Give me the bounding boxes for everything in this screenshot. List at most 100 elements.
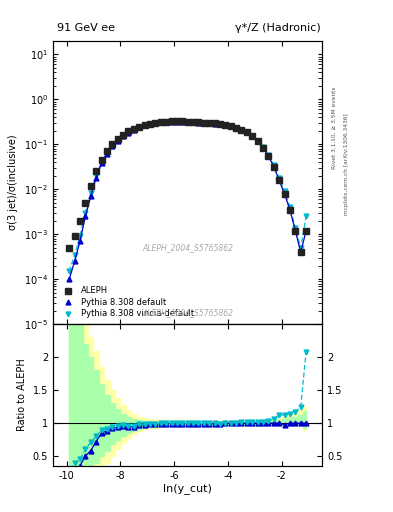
Pythia 8.308 default: [228, 123, 233, 129]
ALEPH: [202, 120, 206, 126]
Pythia 8.308 vincia-default: [137, 124, 141, 130]
Text: ALEPH_2004_S5765862: ALEPH_2004_S5765862: [142, 308, 233, 317]
Text: γ*/Z (Hadronic): γ*/Z (Hadronic): [235, 23, 320, 33]
Pythia 8.308 default: [169, 118, 174, 124]
Pythia 8.308 vincia-default: [169, 118, 174, 124]
Pythia 8.308 default: [78, 238, 83, 244]
Pythia 8.308 vincia-default: [153, 120, 158, 126]
Pythia 8.308 default: [293, 228, 298, 234]
Pythia 8.308 vincia-default: [72, 252, 77, 258]
Pythia 8.308 vincia-default: [191, 119, 195, 125]
Pythia 8.308 default: [239, 127, 244, 133]
Pythia 8.308 default: [142, 122, 147, 128]
Pythia 8.308 vincia-default: [261, 144, 265, 150]
Pythia 8.308 vincia-default: [244, 129, 249, 135]
ALEPH: [169, 118, 174, 124]
Pythia 8.308 default: [83, 214, 88, 220]
ALEPH: [196, 119, 201, 125]
ALEPH: [115, 136, 120, 142]
ALEPH: [298, 249, 303, 255]
Pythia 8.308 default: [304, 228, 309, 234]
ALEPH: [277, 177, 281, 183]
Pythia 8.308 vincia-default: [223, 122, 228, 128]
Pythia 8.308 default: [191, 119, 195, 125]
Y-axis label: Ratio to ALEPH: Ratio to ALEPH: [17, 359, 27, 432]
ALEPH: [282, 190, 287, 197]
Pythia 8.308 default: [67, 276, 72, 283]
Pythia 8.308 default: [105, 151, 109, 157]
ALEPH: [266, 153, 271, 159]
ALEPH: [185, 119, 190, 125]
Pythia 8.308 default: [234, 124, 239, 131]
Text: ALEPH_2004_S5765862: ALEPH_2004_S5765862: [142, 243, 233, 252]
Pythia 8.308 default: [202, 120, 206, 126]
Pythia 8.308 vincia-default: [132, 126, 136, 133]
Pythia 8.308 vincia-default: [99, 159, 104, 165]
Pythia 8.308 default: [158, 119, 163, 125]
Text: mcplots.cern.ch [arXiv:1306.3436]: mcplots.cern.ch [arXiv:1306.3436]: [344, 113, 349, 215]
Pythia 8.308 default: [180, 118, 185, 124]
Pythia 8.308 vincia-default: [185, 119, 190, 125]
Text: 91 GeV ee: 91 GeV ee: [57, 23, 115, 33]
Pythia 8.308 default: [272, 164, 276, 170]
Pythia 8.308 default: [99, 160, 104, 166]
Line: ALEPH: ALEPH: [66, 119, 309, 255]
Pythia 8.308 vincia-default: [250, 133, 255, 139]
ALEPH: [121, 132, 125, 138]
Pythia 8.308 default: [223, 122, 228, 128]
Pythia 8.308 default: [185, 119, 190, 125]
ALEPH: [110, 141, 115, 147]
Pythia 8.308 vincia-default: [207, 120, 211, 126]
Pythia 8.308 default: [261, 144, 265, 151]
ALEPH: [304, 228, 309, 234]
ALEPH: [255, 138, 260, 144]
X-axis label: ln(y_cut): ln(y_cut): [163, 483, 212, 495]
Pythia 8.308 vincia-default: [218, 121, 222, 127]
Pythia 8.308 vincia-default: [126, 129, 131, 135]
ALEPH: [174, 118, 179, 124]
Pythia 8.308 default: [298, 249, 303, 255]
Pythia 8.308 default: [282, 191, 287, 197]
ALEPH: [293, 228, 298, 234]
Pythia 8.308 default: [132, 126, 136, 133]
ALEPH: [72, 233, 77, 240]
ALEPH: [88, 183, 93, 189]
Pythia 8.308 vincia-default: [304, 214, 309, 220]
Line: Pythia 8.308 vincia-default: Pythia 8.308 vincia-default: [67, 119, 309, 274]
Pythia 8.308 vincia-default: [298, 245, 303, 251]
Line: Pythia 8.308 default: Pythia 8.308 default: [67, 119, 309, 282]
Pythia 8.308 default: [244, 130, 249, 136]
ALEPH: [228, 123, 233, 129]
Pythia 8.308 default: [72, 259, 77, 265]
Pythia 8.308 default: [218, 121, 222, 127]
Legend: ALEPH, Pythia 8.308 default, Pythia 8.308 vincia-default: ALEPH, Pythia 8.308 default, Pythia 8.30…: [57, 285, 196, 320]
Pythia 8.308 default: [212, 120, 217, 126]
ALEPH: [207, 120, 211, 126]
Pythia 8.308 vincia-default: [121, 133, 125, 139]
ALEPH: [191, 119, 195, 125]
ALEPH: [234, 124, 239, 131]
ALEPH: [137, 123, 141, 130]
ALEPH: [153, 120, 158, 126]
Pythia 8.308 vincia-default: [272, 162, 276, 168]
Y-axis label: σ(3 jet)/σ(inclusive): σ(3 jet)/σ(inclusive): [8, 135, 18, 230]
Pythia 8.308 vincia-default: [234, 124, 239, 131]
Pythia 8.308 vincia-default: [174, 118, 179, 124]
Pythia 8.308 vincia-default: [288, 204, 292, 210]
Pythia 8.308 vincia-default: [94, 173, 99, 179]
Pythia 8.308 vincia-default: [148, 121, 152, 127]
ALEPH: [261, 144, 265, 151]
Pythia 8.308 default: [121, 133, 125, 139]
ALEPH: [272, 164, 276, 170]
ALEPH: [132, 125, 136, 132]
Pythia 8.308 default: [174, 118, 179, 124]
Pythia 8.308 vincia-default: [158, 119, 163, 125]
Pythia 8.308 vincia-default: [202, 120, 206, 126]
Pythia 8.308 vincia-default: [164, 119, 169, 125]
Pythia 8.308 vincia-default: [293, 225, 298, 231]
Pythia 8.308 vincia-default: [212, 120, 217, 126]
ALEPH: [180, 118, 185, 124]
Pythia 8.308 vincia-default: [88, 189, 93, 196]
ALEPH: [250, 133, 255, 139]
ALEPH: [158, 119, 163, 125]
